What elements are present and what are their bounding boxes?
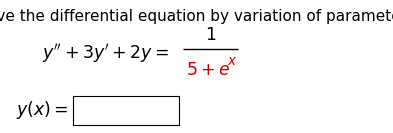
Text: $y'' + 3y' + 2y =$: $y'' + 3y' + 2y =$: [42, 42, 169, 65]
Text: $5 + e$: $5 + e$: [186, 61, 230, 80]
Text: Solve the differential equation by variation of parameters.: Solve the differential equation by varia…: [0, 9, 393, 24]
Text: 1: 1: [205, 26, 216, 44]
Text: $x$: $x$: [227, 54, 237, 68]
Text: $y(x) =$: $y(x) =$: [16, 99, 68, 121]
Bar: [73, 96, 179, 125]
